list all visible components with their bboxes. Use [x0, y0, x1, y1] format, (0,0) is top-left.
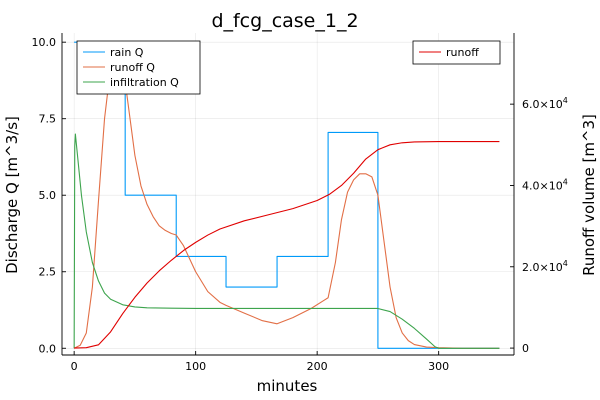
legend-box: [412, 40, 501, 65]
y2-axis-label: Runoff volume [m^3]: [580, 114, 598, 276]
y-tick-label: 5.0: [39, 189, 57, 202]
y-axis-label: Discharge Q [m^3/s]: [3, 116, 21, 274]
y-tick-label: 10.0: [32, 36, 57, 49]
series-line-infiltration-q: [73, 133, 500, 349]
x-tick-label: 200: [307, 360, 328, 373]
y2-tick-label: 2.0×104: [522, 259, 568, 274]
x-tick-label: 0: [71, 360, 78, 373]
y-axis-ticks: 0.0 2.5 5.0 7.5 10.0: [32, 36, 66, 355]
legend-label: rain Q: [110, 46, 144, 59]
y-tick-label: 0.0: [39, 342, 57, 355]
legend-left: rain Q runoff Q infiltration Q: [76, 40, 201, 95]
y-tick-label: 2.5: [39, 266, 57, 279]
x-axis-ticks: 0 100 200 300: [71, 351, 449, 373]
x-tick-label: 100: [185, 360, 206, 373]
x-axis-label: minutes: [257, 377, 318, 395]
chart-title: d_fcg_case_1_2: [211, 10, 358, 32]
y2-axis-ticks: 0 2.0×104 4.0×104 6.0×104: [510, 96, 568, 355]
y2-tick-label: 6.0×104: [522, 96, 568, 111]
legend-label: runoff: [446, 46, 479, 59]
y-tick-label: 7.5: [39, 113, 57, 126]
y2-tick-label: 0: [522, 342, 529, 355]
legend-right: runoff: [412, 40, 501, 65]
legend-label: runoff Q: [110, 61, 155, 74]
legend-label: infiltration Q: [110, 76, 179, 89]
series-line-rain-q: [74, 41, 500, 349]
right-axis-series: [74, 141, 500, 349]
x-tick-label: 300: [428, 360, 449, 373]
series-line-runoff: [74, 141, 500, 349]
y2-tick-label: 4.0×104: [522, 177, 568, 192]
